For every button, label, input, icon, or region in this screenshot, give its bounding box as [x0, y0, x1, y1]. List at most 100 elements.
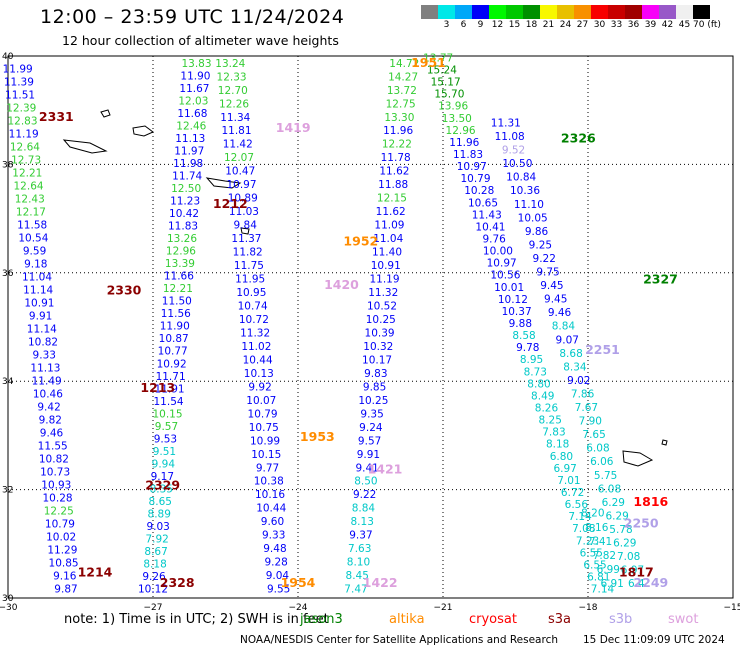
- swh-value: 7.23: [576, 535, 599, 547]
- swh-value: 12.03: [178, 95, 208, 107]
- swh-value: 12.73: [11, 154, 41, 166]
- swh-value: 10.95: [236, 287, 266, 299]
- swh-value: 10.91: [24, 297, 54, 309]
- scale-label: 12: [491, 20, 504, 30]
- scale-label: 21: [542, 20, 555, 30]
- swh-value: 7.92: [145, 534, 168, 546]
- x-tick-label: −18: [579, 603, 598, 613]
- swh-value: 13.96: [438, 101, 468, 113]
- scale-label: 24: [559, 20, 572, 30]
- swh-value: 12.43: [15, 193, 45, 205]
- swh-value: 9.83: [364, 368, 387, 380]
- swh-value: 10.28: [43, 493, 73, 505]
- scale-cell: 30: [591, 5, 608, 30]
- pass-number-label: 1419: [276, 120, 311, 135]
- swh-value: 8.65: [149, 496, 172, 508]
- swh-value: 8.35: [150, 483, 173, 495]
- swh-value: 11.96: [449, 137, 479, 149]
- y-tick-label: 38: [2, 160, 14, 170]
- pass-number-label: 1422: [363, 575, 398, 590]
- swh-value: 9.07: [556, 334, 579, 346]
- swh-value: 6.08: [598, 483, 621, 495]
- swh-value: 9.60: [261, 516, 284, 528]
- swh-value: 10.32: [363, 341, 393, 353]
- swh-value: 8.20: [581, 508, 604, 520]
- swh-value: 12.21: [163, 283, 193, 295]
- swh-value: 7.67: [575, 402, 598, 414]
- swh-value: 10.79: [248, 408, 278, 420]
- swh-value: 11.95: [235, 274, 265, 286]
- swh-value: 12.96: [166, 246, 196, 258]
- page-title: 12:00 – 23:59 UTC 11/24/2024: [40, 6, 345, 28]
- pass-labels: 2331 1951 2326 1419 1212 1952 2327 2330 1420 2251…: [39, 55, 678, 590]
- y-tick-label: 40: [2, 52, 14, 62]
- pass-number-label: 2328: [160, 575, 195, 590]
- swh-value: 6.81: [587, 572, 610, 584]
- swh-value: 8.45: [346, 570, 369, 582]
- swh-value: 10.05: [518, 212, 548, 224]
- swh-value: 9.86: [525, 226, 549, 238]
- swh-value: 9.88: [509, 318, 532, 330]
- swh-value: 9.57: [358, 435, 381, 447]
- swh-value: 11.14: [23, 284, 53, 296]
- swh-value: 12.83: [7, 115, 37, 127]
- scale-cell: 39: [642, 5, 659, 30]
- swh-value: 10.36: [510, 185, 540, 197]
- swh-value: 10.92: [157, 358, 187, 370]
- swh-value: 9.78: [516, 342, 539, 354]
- scale-label: 42: [661, 20, 674, 30]
- swh-value: 11.09: [374, 220, 404, 232]
- swh-value: 10.65: [468, 197, 498, 209]
- swh-value: 11.91: [155, 383, 185, 395]
- swh-value: 10.93: [41, 480, 71, 492]
- swh-value: 7.90: [579, 416, 602, 428]
- scale-cell: 42: [659, 5, 676, 30]
- swh-value: 11.54: [154, 396, 184, 408]
- swh-value: 12.46: [176, 120, 206, 132]
- swh-value: 8.18: [143, 559, 166, 571]
- swh-value: 8.73: [524, 366, 547, 378]
- scale-cell: 45: [676, 5, 693, 30]
- swh-value: 11.08: [495, 131, 525, 143]
- swh-value: 9.75: [536, 267, 559, 279]
- island-pico: [62, 139, 108, 154]
- swh-value: 11.90: [160, 321, 190, 333]
- scale-swatch: [455, 5, 472, 19]
- swh-value: 8.80: [527, 378, 550, 390]
- island-faial: [132, 125, 154, 137]
- swh-value: 8.84: [552, 321, 576, 333]
- x-tick-label: −27: [144, 603, 163, 613]
- legend-item-s3b: s3b: [609, 612, 633, 627]
- scale-cell: 18: [523, 5, 540, 30]
- scale-label: 70 (ft): [693, 20, 721, 30]
- scale-swatch: [472, 5, 489, 19]
- swh-value: 9.48: [263, 543, 286, 555]
- swh-value: 6.55: [580, 547, 603, 559]
- swh-value: 12.96: [446, 125, 476, 137]
- scale-swatch: [642, 5, 659, 19]
- swh-value: 9.16: [53, 571, 77, 583]
- swh-value: 12.39: [6, 102, 36, 114]
- swh-value: 11.58: [17, 219, 47, 231]
- pass-number-label: 1214: [78, 564, 113, 579]
- pass-number-label: 2330: [107, 282, 142, 297]
- swh-value: 12.64: [14, 180, 44, 192]
- footer-credit: NOAA/NESDIS Center for Satellite Applica…: [240, 634, 558, 646]
- swh-value: 6.29: [613, 538, 636, 550]
- swh-value: 9.25: [529, 239, 552, 251]
- scale-label: 36: [627, 20, 640, 30]
- swh-value: 10.12: [498, 294, 528, 306]
- swh-value: 7.63: [348, 543, 371, 555]
- swh-value: 9.46: [548, 307, 572, 319]
- swh-value: 8.50: [354, 476, 377, 488]
- swh-value: 12.50: [171, 183, 201, 195]
- swh-value: 7.01: [557, 475, 580, 487]
- swh-value: 13.83: [181, 58, 211, 70]
- note-line: note: 1) Time is in UTC; 2) SWH is in fe…: [64, 612, 329, 627]
- swh-value: 14.27: [388, 71, 418, 83]
- swh-value: 6.08: [586, 443, 609, 455]
- scale-swatch: [421, 5, 438, 19]
- swh-value: 10.91: [371, 260, 401, 272]
- swh-value: 9.28: [264, 557, 287, 569]
